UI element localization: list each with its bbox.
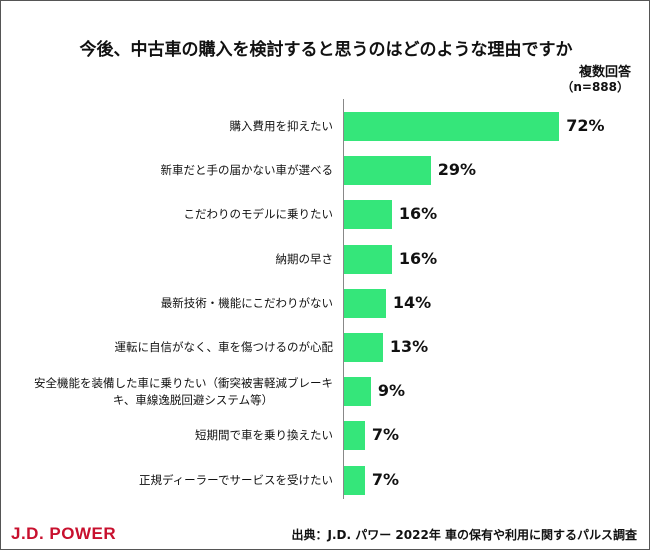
bar-3	[344, 244, 392, 274]
category-label-line: こだわりのモデルに乗りたい	[183, 207, 334, 222]
source-note: 出典：J.D. パワー 2022年 車の保有や利用に関するパルス調査	[291, 528, 637, 542]
category-label-line: 購入費用を抑えたい	[229, 119, 334, 133]
data-label-8: 7%	[371, 469, 400, 489]
bar-2	[344, 200, 392, 230]
category-label-1: 新車だと手の届かない車が選べる	[13, 162, 334, 179]
jd-power-logo: J.D. POWER	[11, 524, 117, 543]
bar-1	[344, 156, 431, 186]
data-label-1: 29%	[437, 160, 476, 180]
category-label-8: 正規ディーラーでサービスを受けたい	[13, 472, 333, 489]
category-label-line: 納期の早さ	[275, 251, 334, 266]
data-label-4: 14%	[392, 292, 432, 312]
category-label-5: 運転に自信がなく、車を傷つけるのが心配	[13, 339, 334, 356]
sample-size-note: （n=888）	[561, 80, 629, 94]
data-label-7: 7%	[371, 425, 400, 445]
category-label-7: 短期間で車を乗り換えたい	[13, 427, 333, 444]
category-label-6: 安全機能を装備した車に乗りたい（衝突被害軽減ブレーキキ、車線逸脱回避システム等）	[13, 375, 333, 409]
category-label-line: キ、車線逸脱回避システム等）	[112, 392, 274, 407]
data-label-2: 16%	[398, 204, 438, 224]
category-label-line: 短期間で車を乗り換えたい	[195, 428, 333, 443]
category-label-line: 正規ディーラーでサービスを受けたい	[138, 472, 333, 487]
data-label-0: 72%	[566, 116, 605, 135]
data-label-6: 9%	[377, 381, 406, 401]
bar-6	[344, 377, 371, 407]
category-label-line: 最新技術・機能にこだわりがない	[160, 295, 333, 310]
category-label-0: 購入費用を抑えたい	[13, 118, 334, 135]
category-label-4: 最新技術・機能にこだわりがない	[13, 295, 333, 312]
chart-title: 今後、中古車の購入を検討すると思うのはどのような理由ですか	[79, 40, 573, 60]
bar-4	[344, 288, 386, 318]
y-axis-line	[343, 99, 344, 499]
bar-7	[344, 421, 365, 451]
data-label-3: 16%	[398, 248, 438, 268]
category-label-3: 納期の早さ	[13, 251, 334, 268]
category-label-line: 新車だと手の届かない車が選べる	[160, 163, 334, 178]
bar-0	[344, 112, 560, 141]
bar-5	[344, 333, 383, 362]
multiple-answer-note: 複数回答	[578, 65, 631, 80]
category-label-2: こだわりのモデルに乗りたい	[13, 206, 334, 223]
data-label-5: 13%	[389, 337, 429, 356]
bar-8	[344, 465, 365, 495]
category-label-line: 運転に自信がなく、車を傷つけるのが心配	[114, 340, 334, 354]
category-label-line: 安全機能を装備した車に乗りたい（衝突被害軽減ブレーキ	[34, 375, 333, 390]
